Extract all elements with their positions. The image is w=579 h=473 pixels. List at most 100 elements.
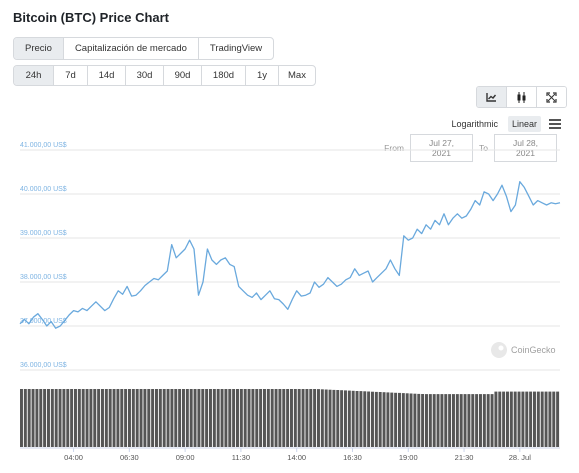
volume-bar — [74, 389, 77, 447]
volume-bar — [455, 394, 459, 447]
candlestick-button[interactable] — [506, 87, 536, 107]
volume-bar — [548, 391, 552, 447]
volume-bar — [189, 389, 193, 447]
volume-bar — [104, 389, 108, 447]
volume-bar — [521, 391, 525, 447]
volume-bar — [120, 389, 124, 447]
range-7d[interactable]: 7d — [53, 66, 87, 85]
volume-bar — [513, 391, 517, 447]
range-1y[interactable]: 1y — [245, 66, 278, 85]
volume-bar — [305, 389, 309, 447]
range-180d[interactable]: 180d — [201, 66, 245, 85]
volume-bar — [444, 394, 448, 447]
y-tick-label: 36.000,00 US$ — [20, 362, 67, 369]
volume-bar — [290, 389, 293, 447]
volume-bar — [517, 391, 521, 447]
volume-bar — [85, 389, 89, 447]
volume-bar — [266, 389, 270, 447]
volume-bar — [363, 391, 367, 447]
expand-button[interactable] — [536, 87, 566, 107]
volume-bar — [209, 389, 212, 447]
coingecko-eye-icon — [498, 345, 504, 351]
tab-market-cap[interactable]: Capitalización de mercado — [62, 38, 198, 59]
volume-bar — [243, 389, 247, 447]
volume-bar — [193, 389, 197, 447]
scale-linear[interactable]: Linear — [507, 116, 541, 132]
x-tick-label: 11:30 — [232, 453, 250, 462]
range-14d[interactable]: 14d — [87, 66, 125, 85]
x-tick-label: 06:30 — [120, 453, 139, 462]
candlestick-icon — [517, 91, 526, 103]
volume-bar — [263, 389, 266, 447]
volume-bar — [525, 391, 529, 447]
range-90d[interactable]: 90d — [163, 66, 201, 85]
volume-bar — [50, 389, 54, 447]
volume-bar — [382, 392, 386, 447]
volume-bar — [255, 389, 259, 447]
y-tick-label: 39.000,00 US$ — [20, 230, 67, 237]
volume-bar — [220, 389, 224, 447]
volume-bar — [54, 389, 58, 447]
tab-tradingview[interactable]: TradingView — [197, 38, 273, 59]
volume-bar — [178, 389, 182, 447]
x-tick-label: 19:00 — [399, 453, 418, 462]
volume-bar — [31, 389, 35, 447]
y-tick-label: 40.000,00 US$ — [20, 186, 67, 193]
volume-bar — [151, 389, 155, 447]
menu-icon[interactable] — [549, 119, 561, 129]
volume-bar — [174, 389, 178, 447]
volume-bar — [212, 389, 216, 447]
volume-bar — [112, 389, 116, 447]
range-24h[interactable]: 24h — [14, 66, 53, 85]
volume-bar — [413, 393, 417, 447]
volume-bar — [147, 389, 151, 447]
scale-logarithmic[interactable]: Logarithmic — [451, 119, 498, 129]
x-tick-label: 16:30 — [343, 453, 362, 462]
volume-bar — [27, 389, 31, 447]
volume-bar — [58, 389, 62, 447]
volume-bar — [425, 394, 428, 447]
line-chart-button[interactable] — [477, 87, 506, 107]
chart-type-tabs: Precio Capitalización de mercado Trading… — [13, 37, 275, 60]
volume-bar — [374, 391, 378, 447]
volume-bar — [482, 394, 486, 447]
volume-bar — [332, 389, 336, 447]
volume-bar — [409, 393, 413, 447]
volume-bar — [309, 389, 313, 447]
scale-toggle: Logarithmic Linear — [447, 116, 561, 132]
volume-bar — [479, 394, 482, 447]
volume-bar — [131, 389, 135, 447]
to-date-input[interactable]: Jul 28, 2021 — [494, 134, 557, 162]
volume-bar — [166, 389, 170, 447]
x-tick-label: 28. Jul — [509, 453, 531, 462]
tab-price[interactable]: Precio — [14, 38, 63, 59]
volume-bar — [185, 389, 189, 447]
volume-bar — [421, 394, 425, 447]
volume-bar — [440, 394, 444, 447]
volume-bar — [506, 391, 509, 447]
volume-bar — [197, 389, 201, 447]
volume-bar — [540, 391, 544, 447]
from-label: From — [384, 143, 405, 153]
volume-bar — [274, 389, 278, 447]
from-date-input[interactable]: Jul 27, 2021 — [410, 134, 474, 162]
x-tick-label: 21:30 — [455, 453, 474, 462]
volume-bar — [108, 389, 112, 447]
date-range: From Jul 27, 2021 To Jul 28, 2021 — [384, 134, 557, 162]
range-30d[interactable]: 30d — [125, 66, 163, 85]
range-max[interactable]: Max — [278, 66, 315, 85]
volume-bar — [155, 389, 158, 447]
volume-bar — [297, 389, 301, 447]
volume-bar — [43, 389, 47, 447]
x-tick-label: 14:00 — [287, 453, 306, 462]
watermark-text: CoinGecko — [511, 345, 556, 355]
volume-bar — [452, 394, 455, 447]
volume-bar — [398, 392, 401, 447]
volume-bar — [344, 390, 347, 447]
volume-bar — [251, 389, 255, 447]
x-tick-label: 04:00 — [64, 453, 83, 462]
volume-bar — [101, 389, 104, 447]
volume-bar — [286, 389, 290, 447]
volume-bar — [236, 389, 239, 447]
volume-bar — [201, 389, 205, 447]
